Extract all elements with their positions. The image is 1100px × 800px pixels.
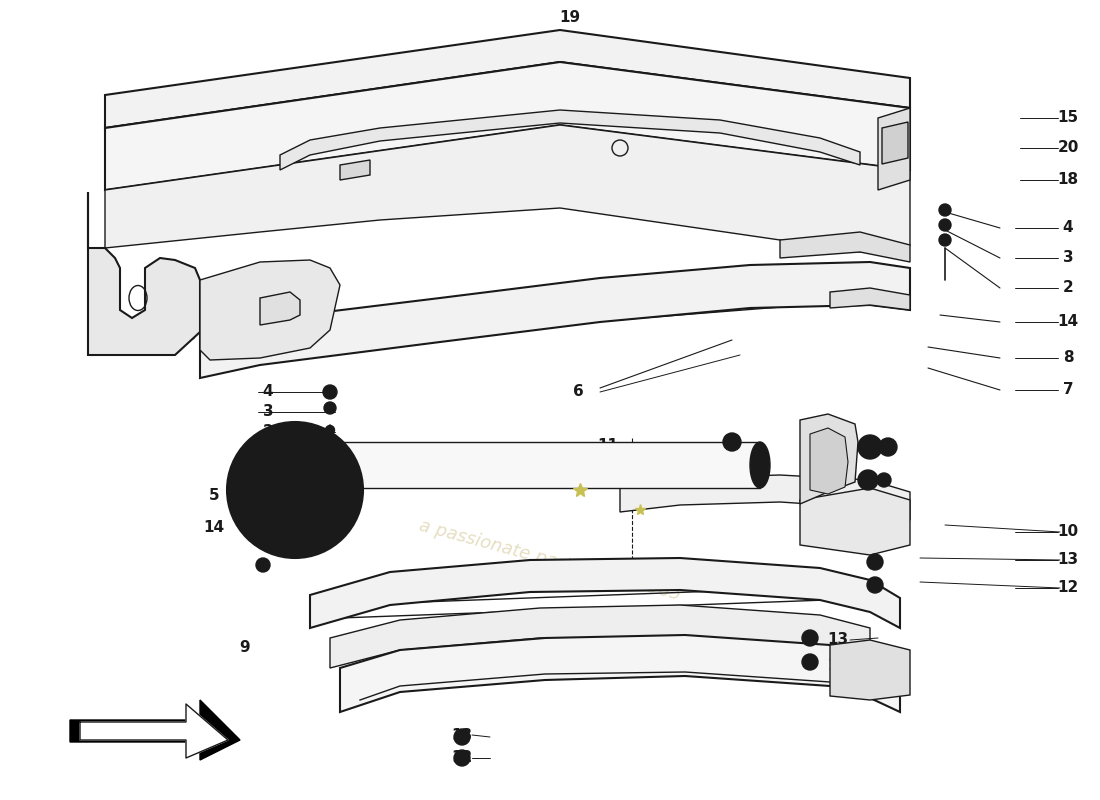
Text: 8: 8 [693, 485, 703, 499]
Polygon shape [340, 635, 900, 712]
Polygon shape [104, 62, 910, 148]
Circle shape [806, 658, 814, 666]
Polygon shape [280, 110, 860, 170]
Circle shape [243, 457, 257, 471]
Circle shape [243, 509, 257, 523]
Circle shape [328, 406, 332, 410]
Circle shape [326, 426, 334, 434]
Circle shape [723, 433, 741, 451]
Text: 7: 7 [1063, 382, 1074, 398]
Circle shape [939, 204, 952, 216]
Circle shape [867, 577, 883, 593]
Polygon shape [340, 160, 370, 180]
Polygon shape [200, 262, 910, 378]
Circle shape [939, 234, 952, 246]
Circle shape [806, 634, 814, 642]
Text: 14: 14 [1057, 314, 1079, 330]
Text: 6: 6 [251, 469, 262, 483]
Text: 11: 11 [597, 438, 618, 453]
Text: 3: 3 [263, 405, 273, 419]
Text: 6: 6 [573, 385, 583, 399]
Text: 4: 4 [1063, 221, 1074, 235]
Polygon shape [88, 192, 200, 355]
Text: 8: 8 [1063, 350, 1074, 366]
Polygon shape [800, 414, 858, 504]
Polygon shape [830, 288, 910, 310]
Text: 19: 19 [560, 10, 581, 26]
Text: 9: 9 [240, 641, 251, 655]
Text: 17: 17 [262, 341, 283, 355]
Polygon shape [332, 442, 760, 488]
Polygon shape [780, 232, 910, 262]
Text: 3: 3 [1063, 250, 1074, 266]
Circle shape [454, 750, 470, 766]
Circle shape [288, 535, 302, 549]
Text: a passionate parts since 1965: a passionate parts since 1965 [417, 516, 683, 604]
Polygon shape [830, 640, 910, 700]
Polygon shape [810, 428, 848, 494]
Circle shape [323, 385, 337, 399]
Polygon shape [330, 605, 870, 668]
Text: 12: 12 [451, 750, 473, 766]
Polygon shape [104, 125, 910, 252]
Text: 13: 13 [1057, 553, 1079, 567]
Text: 16: 16 [175, 329, 197, 343]
Circle shape [324, 402, 336, 414]
Circle shape [802, 630, 818, 646]
Text: Eurospares: Eurospares [253, 434, 586, 486]
Circle shape [802, 654, 818, 670]
Circle shape [459, 734, 465, 741]
Circle shape [256, 558, 270, 572]
Polygon shape [620, 475, 910, 520]
Text: 7: 7 [620, 474, 631, 490]
Polygon shape [70, 700, 240, 760]
Polygon shape [310, 558, 900, 628]
Text: 13: 13 [827, 633, 848, 647]
Text: 12: 12 [1057, 581, 1079, 595]
Ellipse shape [322, 442, 342, 488]
Polygon shape [800, 488, 910, 555]
Ellipse shape [750, 442, 770, 488]
Circle shape [867, 554, 883, 570]
Polygon shape [104, 30, 910, 128]
Text: 13: 13 [451, 727, 473, 742]
Text: 2: 2 [263, 425, 274, 439]
Circle shape [877, 473, 891, 487]
Circle shape [271, 466, 319, 514]
Text: 1: 1 [263, 449, 273, 463]
Circle shape [333, 457, 346, 471]
Circle shape [333, 509, 346, 523]
Circle shape [227, 422, 363, 558]
Text: 14: 14 [204, 521, 224, 535]
Circle shape [871, 558, 879, 566]
Circle shape [253, 448, 337, 532]
Polygon shape [878, 108, 910, 190]
Polygon shape [80, 704, 228, 758]
Circle shape [454, 729, 470, 745]
Circle shape [858, 470, 878, 490]
Text: 2: 2 [1063, 281, 1074, 295]
Polygon shape [260, 292, 300, 325]
Circle shape [858, 435, 882, 459]
Circle shape [871, 582, 879, 589]
Polygon shape [200, 260, 340, 360]
Text: 20: 20 [1057, 141, 1079, 155]
Circle shape [288, 431, 302, 445]
Text: 4: 4 [263, 385, 273, 399]
Text: 12: 12 [827, 658, 848, 673]
Text: 10: 10 [1057, 525, 1079, 539]
Text: 5: 5 [209, 489, 219, 503]
Circle shape [459, 754, 465, 762]
Circle shape [939, 219, 952, 231]
Text: 18: 18 [1057, 173, 1079, 187]
Polygon shape [251, 446, 339, 534]
Circle shape [879, 438, 896, 456]
Polygon shape [104, 62, 910, 190]
Polygon shape [882, 122, 908, 164]
Text: 15: 15 [1057, 110, 1079, 126]
Circle shape [280, 476, 309, 504]
